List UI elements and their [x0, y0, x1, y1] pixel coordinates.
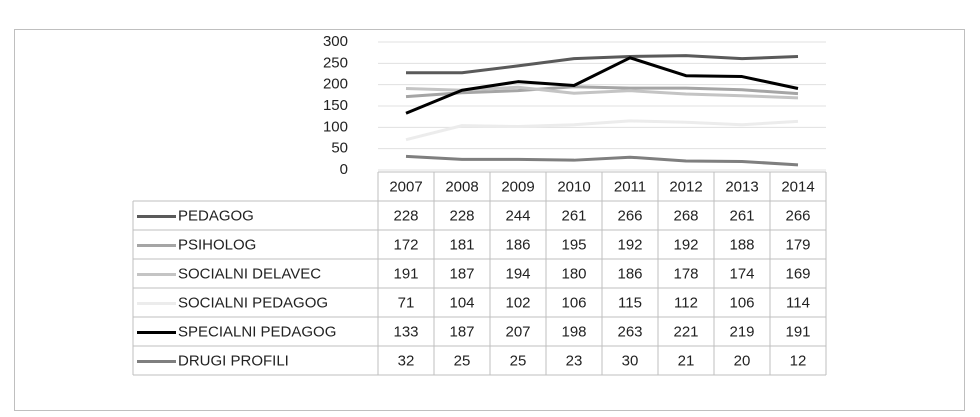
table-value: 178: [673, 265, 698, 282]
table-value: 188: [729, 236, 754, 253]
table-value: 172: [393, 236, 418, 253]
table-value: 266: [617, 207, 642, 224]
table-value: 191: [393, 265, 418, 282]
table-value: 25: [454, 352, 471, 369]
table-value: 12: [790, 352, 807, 369]
table-value: 21: [678, 352, 695, 369]
y-tick-label: 300: [323, 33, 348, 50]
table-value: 71: [398, 294, 415, 311]
table-value: 195: [561, 236, 586, 253]
table-value: 106: [729, 294, 754, 311]
table-value: 191: [785, 323, 810, 340]
x-tick-label: 2012: [669, 178, 702, 195]
table-value: 263: [617, 323, 642, 340]
table-value: 266: [785, 207, 810, 224]
table-value: 221: [673, 323, 698, 340]
table-value: 198: [561, 323, 586, 340]
x-tick-label: 2011: [614, 178, 646, 195]
table-value: 179: [785, 236, 810, 253]
table-value: 20: [734, 352, 751, 369]
table-value: 169: [785, 265, 810, 282]
x-tick-label: 2007: [389, 178, 422, 195]
legend-label: SOCIALNI PEDAGOG: [178, 294, 328, 311]
table-value: 244: [505, 207, 530, 224]
y-tick-label: 0: [340, 161, 348, 178]
legend-label: SOCIALNI DELAVEC: [178, 265, 321, 282]
table-value: 187: [449, 265, 474, 282]
table-value: 268: [673, 207, 698, 224]
table-value: 133: [393, 323, 418, 340]
line-series: [405, 56, 799, 115]
legend-label: SPECIALNI PEDAGOG: [178, 323, 336, 340]
table-value: 30: [622, 352, 639, 369]
table-value: 219: [729, 323, 754, 340]
x-tick-label: 2014: [781, 178, 814, 195]
table-value: 112: [674, 294, 698, 311]
x-tick-label: 2010: [557, 178, 590, 195]
table-value: 32: [398, 352, 415, 369]
x-tick-label: 2008: [445, 178, 478, 195]
y-tick-label: 50: [331, 140, 348, 157]
table-value: 228: [449, 207, 474, 224]
table-value: 180: [561, 265, 586, 282]
table-value: 194: [505, 265, 530, 282]
table-value: 106: [561, 294, 586, 311]
legend-label: DRUGI PROFILI: [178, 352, 289, 369]
line-series: [405, 154, 799, 167]
table-value: 104: [449, 294, 474, 311]
table-value: 228: [393, 207, 418, 224]
table-value: 261: [729, 207, 754, 224]
y-tick-label: 250: [323, 54, 348, 71]
x-tick-label: 2009: [501, 178, 534, 195]
y-tick-label: 150: [323, 97, 348, 114]
table-value: 181: [449, 236, 474, 253]
line-series: [406, 54, 799, 75]
table-value: 174: [729, 265, 754, 282]
table-value: 23: [566, 352, 583, 369]
table-value: 186: [505, 236, 530, 253]
y-tick-label: 100: [323, 118, 348, 135]
x-tick-label: 2013: [725, 178, 758, 195]
table-value: 187: [449, 323, 474, 340]
table-value: 192: [673, 236, 698, 253]
table-value: 261: [561, 207, 586, 224]
table-value: 114: [786, 294, 810, 311]
table-value: 192: [617, 236, 642, 253]
table-value: 25: [510, 352, 527, 369]
legend-label: PSIHOLOG: [178, 236, 256, 253]
y-tick-label: 200: [323, 76, 348, 93]
line-series: [405, 85, 799, 99]
table-value: 102: [505, 294, 530, 311]
legend-label: PEDAGOG: [178, 207, 254, 224]
table-value: 186: [617, 265, 642, 282]
line-series: [405, 119, 799, 142]
table-value: 115: [618, 294, 642, 311]
table-value: 207: [505, 323, 530, 340]
